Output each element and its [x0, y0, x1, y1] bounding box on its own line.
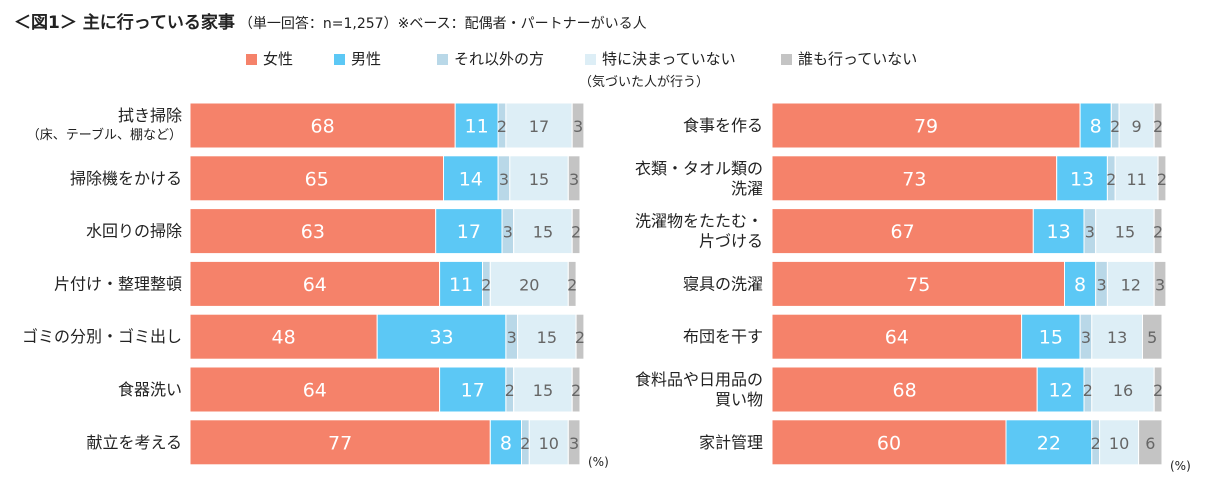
data-label: 22 — [1037, 432, 1061, 454]
data-label: 14 — [459, 168, 483, 190]
data-label: 67 — [891, 221, 915, 243]
data-label: 3 — [569, 170, 579, 189]
data-label: 8 — [1074, 274, 1086, 296]
data-label: 3 — [499, 170, 509, 189]
category-label: ゴミの分別・ゴミ出し — [22, 327, 182, 346]
data-label: 63 — [301, 221, 325, 243]
category-label: （床、テーブル、棚など） — [27, 127, 182, 143]
category-label: 片付け・整理整頓 — [54, 274, 182, 293]
category-label: 水回りの掃除 — [86, 222, 182, 241]
data-label: 10 — [539, 434, 559, 453]
data-label: 15 — [533, 381, 553, 400]
data-label: 3 — [573, 117, 583, 136]
data-label: 15 — [533, 223, 553, 242]
data-label: 64 — [303, 274, 327, 296]
data-label: 3 — [569, 434, 579, 453]
data-label: 17 — [529, 117, 549, 136]
category-label: 家計管理 — [699, 433, 763, 452]
data-label: 2 — [1153, 381, 1163, 400]
data-label: 15 — [537, 328, 557, 347]
data-label: 3 — [507, 328, 517, 347]
data-label: 11 — [1126, 170, 1146, 189]
data-label: 2 — [571, 223, 581, 242]
category-label: 食事を作る — [683, 116, 763, 135]
category-label: 買い物 — [715, 390, 763, 409]
data-label: 3 — [1096, 275, 1106, 294]
chart-plot-area: 拭き掃除（床、テーブル、棚など） 68 11 2 17 3掃除機をかける 65 14 3 15 3水… — [0, 0, 1213, 485]
category-label: 布団を干す — [683, 327, 763, 346]
category-label: 洗濯 — [731, 179, 763, 198]
data-label: 64 — [885, 327, 909, 349]
data-label: 8 — [1090, 116, 1102, 138]
data-label: 17 — [461, 380, 485, 402]
data-label: 10 — [1109, 434, 1129, 453]
data-label: 64 — [303, 380, 327, 402]
data-label: 13 — [1107, 328, 1127, 347]
unit-label: (%) — [588, 455, 609, 469]
data-label: 17 — [457, 221, 481, 243]
data-label: 2 — [575, 328, 585, 347]
category-label: 片づける — [699, 232, 763, 251]
data-label: 5 — [1147, 328, 1157, 347]
category-label: 寝具の洗濯 — [683, 274, 763, 293]
data-label: 2 — [1153, 223, 1163, 242]
data-label: 13 — [1047, 221, 1071, 243]
data-label: 65 — [305, 168, 329, 190]
data-label: 15 — [1039, 327, 1063, 349]
category-label: 掃除機をかける — [70, 169, 182, 188]
data-label: 11 — [449, 274, 473, 296]
data-label: 12 — [1049, 380, 1073, 402]
data-label: 68 — [311, 116, 335, 138]
category-label: 衣類・タオル類の — [635, 159, 763, 178]
data-label: 8 — [500, 432, 512, 454]
data-label: 3 — [1155, 275, 1165, 294]
category-label: 食料品や日用品の — [635, 370, 763, 389]
category-label: 洗濯物をたたむ・ — [635, 212, 763, 231]
data-label: 77 — [328, 432, 352, 454]
data-label: 2 — [567, 275, 577, 294]
data-label: 13 — [1070, 168, 1094, 190]
data-label: 60 — [877, 432, 901, 454]
category-label: 食器洗い — [118, 380, 182, 399]
data-label: 73 — [902, 168, 926, 190]
data-label: 2 — [1153, 117, 1163, 136]
data-label: 3 — [1085, 223, 1095, 242]
data-label: 9 — [1132, 117, 1142, 136]
data-label: 20 — [519, 275, 539, 294]
category-label: 献立を考える — [86, 433, 182, 452]
data-label: 33 — [429, 327, 453, 349]
data-label: 15 — [1115, 223, 1135, 242]
data-label: 11 — [465, 116, 489, 138]
data-label: 75 — [906, 274, 930, 296]
data-label: 3 — [503, 223, 513, 242]
category-label: 拭き掃除 — [118, 106, 182, 125]
data-label: 12 — [1121, 275, 1141, 294]
data-label: 79 — [914, 116, 938, 138]
data-label: 15 — [529, 170, 549, 189]
data-label: 48 — [272, 327, 296, 349]
data-label: 68 — [893, 380, 917, 402]
data-label: 3 — [1081, 328, 1091, 347]
data-label: 2 — [571, 381, 581, 400]
data-label: 16 — [1113, 381, 1133, 400]
data-label: 6 — [1145, 434, 1155, 453]
data-label: 2 — [1157, 170, 1167, 189]
unit-label: (%) — [1170, 459, 1191, 473]
